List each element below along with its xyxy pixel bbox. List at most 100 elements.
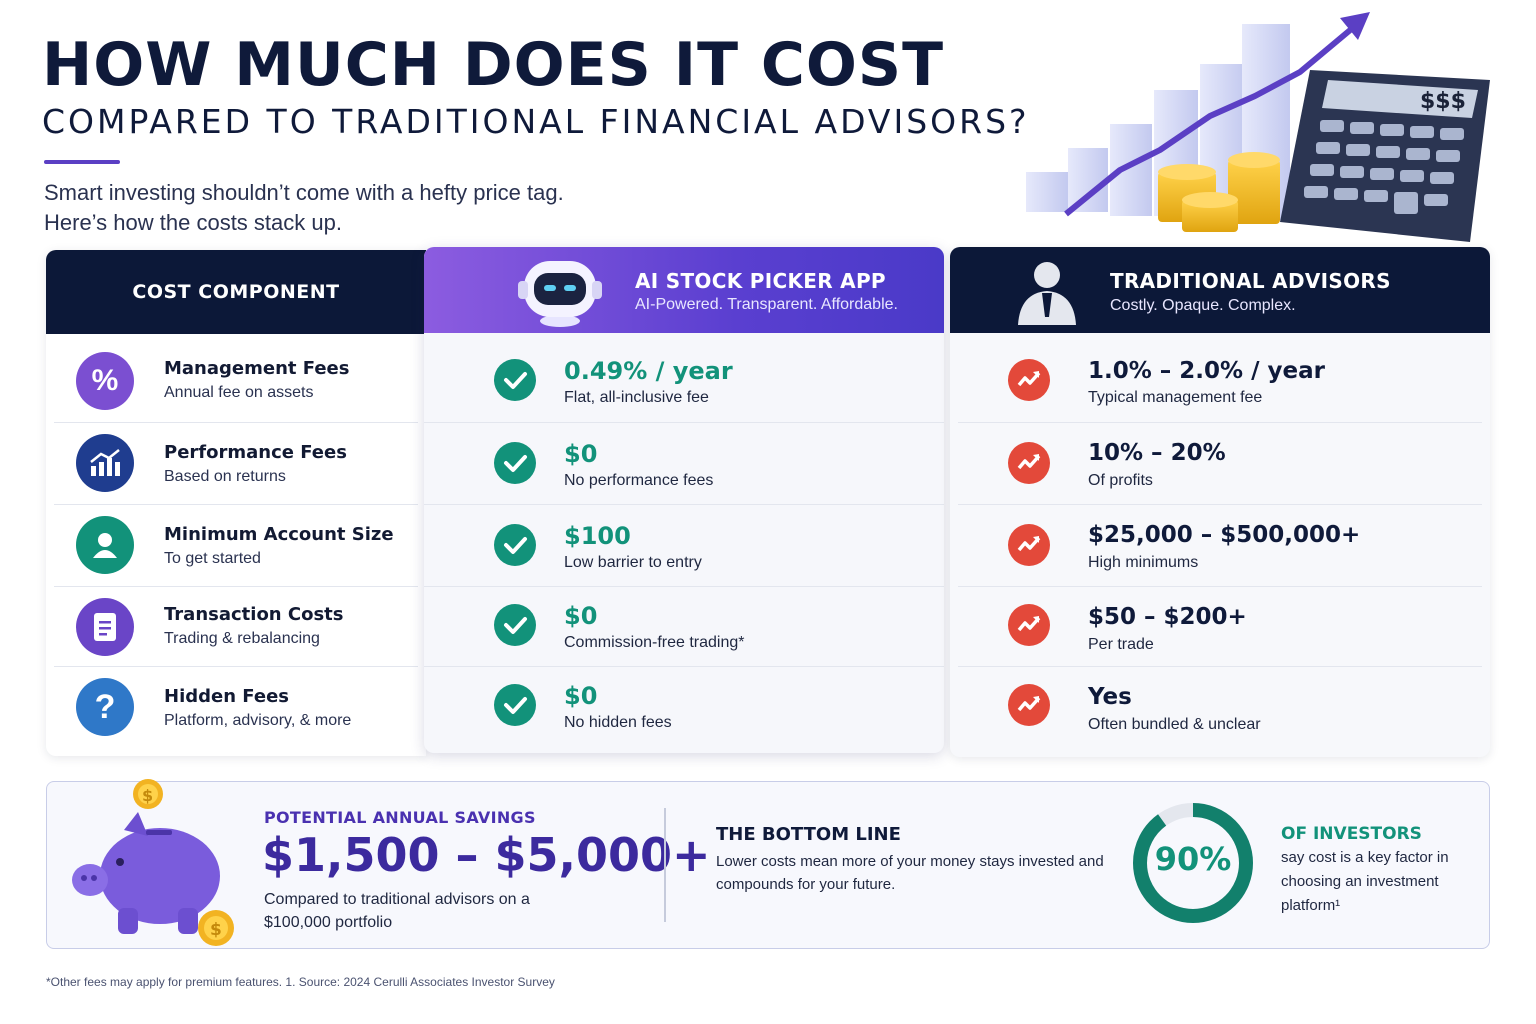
ai-app-column: AI STOCK PICKER APP AI-Powered. Transpar… bbox=[424, 247, 944, 753]
table-row: Yes Often bundled & unclear bbox=[950, 666, 1490, 757]
row-divider bbox=[54, 422, 418, 423]
trend-warning-icon bbox=[1008, 359, 1050, 401]
table-row: 0.49% / year Flat, all-inclusive fee bbox=[424, 333, 944, 421]
traditional-desc: Of profits bbox=[1088, 472, 1153, 489]
table-row: Transaction Costs Trading & rebalancing bbox=[46, 586, 426, 666]
traditional-desc: High minimums bbox=[1088, 554, 1199, 571]
footnote: *Other fees may apply for premium featur… bbox=[46, 975, 555, 989]
trend-warning-icon bbox=[1008, 604, 1050, 646]
table-row: $0 No performance fees bbox=[424, 422, 944, 504]
cost-component-column: COST COMPONENT % Management Fees Annual … bbox=[46, 250, 426, 756]
trend-arrow-line bbox=[1064, 23, 1357, 217]
table-row: Performance Fees Based on returns bbox=[46, 422, 426, 504]
ai-value: 0.49% / year bbox=[564, 357, 733, 385]
table-row: % Management Fees Annual fee on assets bbox=[46, 334, 426, 422]
row-divider bbox=[424, 422, 944, 423]
user-icon bbox=[76, 516, 134, 574]
traditional-value: $25,000 – $500,000+ bbox=[1088, 522, 1361, 548]
trend-warning-icon bbox=[1008, 524, 1050, 566]
row-divider bbox=[958, 586, 1482, 587]
bottom-line-text: Lower costs mean more of your money stay… bbox=[716, 853, 1104, 893]
component-desc: Platform, advisory, & more bbox=[164, 712, 352, 729]
checkmark-icon bbox=[494, 442, 536, 484]
checkmark-icon bbox=[494, 359, 536, 401]
svg-text:$: $ bbox=[210, 920, 222, 940]
component-name: Management Fees bbox=[164, 358, 350, 379]
ai-desc: Flat, all-inclusive fee bbox=[564, 389, 709, 406]
ai-value: $0 bbox=[564, 440, 598, 468]
component-desc: Annual fee on assets bbox=[164, 384, 314, 401]
table-row: $0 Commission-free trading* bbox=[424, 586, 944, 666]
bottom-line-title: THE BOTTOM LINE bbox=[716, 824, 901, 845]
traditional-advisors-header: TRADITIONAL ADVISORS Costly. Opaque. Com… bbox=[950, 247, 1490, 333]
calculator-icon: $$$ bbox=[1280, 70, 1490, 242]
traditional-value: 10% – 20% bbox=[1088, 440, 1226, 466]
trend-warning-icon bbox=[1008, 684, 1050, 726]
ai-value: $100 bbox=[564, 522, 631, 550]
document-icon bbox=[76, 598, 134, 656]
ai-desc: Low barrier to entry bbox=[564, 554, 702, 571]
cost-component-header: COST COMPONENT bbox=[46, 250, 426, 334]
investor-percent-donut bbox=[1133, 803, 1253, 923]
component-name: Transaction Costs bbox=[164, 604, 344, 625]
table-row: 10% – 20% Of profits bbox=[950, 422, 1490, 504]
savings-amount: $1,500 – $5,000+ bbox=[262, 828, 711, 882]
traditional-advisors-tagline: Costly. Opaque. Complex. bbox=[1110, 297, 1296, 314]
row-divider bbox=[424, 504, 944, 505]
question-icon: ? bbox=[76, 678, 134, 736]
checkmark-icon bbox=[494, 684, 536, 726]
component-name: Hidden Fees bbox=[164, 686, 289, 707]
chart-growth-icon bbox=[76, 434, 134, 492]
checkmark-icon bbox=[494, 524, 536, 566]
donut-arc bbox=[1133, 803, 1253, 923]
row-divider bbox=[54, 586, 418, 587]
intro-line-2: Here’s how the costs stack up. bbox=[44, 210, 342, 235]
row-divider bbox=[424, 666, 944, 667]
row-divider bbox=[958, 422, 1482, 423]
component-desc: Trading & rebalancing bbox=[164, 630, 320, 647]
table-row: 1.0% – 2.0% / year Typical management fe… bbox=[950, 333, 1490, 422]
ai-app-tagline: AI-Powered. Transparent. Affordable. bbox=[635, 296, 898, 313]
investor-stat-text: say cost is a key factor in choosing an … bbox=[1281, 849, 1449, 914]
table-row: $50 – $200+ Per trade bbox=[950, 586, 1490, 666]
investor-stat-title: OF INVESTORS bbox=[1281, 824, 1422, 844]
traditional-advisors-title: TRADITIONAL ADVISORS bbox=[1110, 269, 1391, 293]
intro-text: Smart investing shouldn’t come with a he… bbox=[44, 178, 564, 238]
robot-icon bbox=[518, 261, 602, 327]
component-name: Minimum Account Size bbox=[164, 524, 394, 545]
component-desc: To get started bbox=[164, 550, 261, 567]
traditional-value: 1.0% – 2.0% / year bbox=[1088, 358, 1325, 384]
component-name: Performance Fees bbox=[164, 442, 347, 463]
traditional-value: $50 – $200+ bbox=[1088, 604, 1247, 630]
page-title: HOW MUCH DOES IT COST bbox=[42, 30, 945, 100]
percent-icon: % bbox=[76, 352, 134, 410]
traditional-value: Yes bbox=[1088, 684, 1132, 710]
row-divider bbox=[958, 504, 1482, 505]
savings-note: Compared to traditional advisors on a $1… bbox=[264, 891, 530, 931]
trend-arrow-head bbox=[1340, 12, 1370, 40]
ai-desc: No hidden fees bbox=[564, 714, 672, 731]
piggy-bank-icon: $ $ bbox=[72, 779, 234, 946]
table-row: ? Hidden Fees Platform, advisory, & more bbox=[46, 666, 426, 756]
calculator-display: $$$ bbox=[1420, 89, 1466, 114]
page-subtitle: COMPARED TO TRADITIONAL FINANCIAL ADVISO… bbox=[42, 102, 1030, 141]
checkmark-icon bbox=[494, 604, 536, 646]
table-row: $0 No hidden fees bbox=[424, 666, 944, 753]
traditional-desc: Per trade bbox=[1088, 636, 1154, 653]
investor-percent: 90% bbox=[1154, 840, 1232, 878]
table-row: Minimum Account Size To get started bbox=[46, 504, 426, 586]
component-desc: Based on returns bbox=[164, 468, 286, 485]
ai-desc: No performance fees bbox=[564, 472, 714, 489]
svg-text:$: $ bbox=[142, 786, 153, 805]
advisor-person-icon bbox=[1018, 262, 1076, 325]
row-divider bbox=[958, 666, 1482, 667]
row-divider bbox=[54, 504, 418, 505]
coin-stacks bbox=[1158, 152, 1280, 232]
table-row: $100 Low barrier to entry bbox=[424, 504, 944, 586]
traditional-desc: Often bundled & unclear bbox=[1088, 716, 1261, 733]
traditional-advisors-column: TRADITIONAL ADVISORS Costly. Opaque. Com… bbox=[950, 247, 1490, 757]
intro-line-1: Smart investing shouldn’t come with a he… bbox=[44, 180, 564, 205]
ai-value: $0 bbox=[564, 682, 598, 710]
ai-desc: Commission-free trading* bbox=[564, 634, 745, 651]
ai-app-header: AI STOCK PICKER APP AI-Powered. Transpar… bbox=[424, 247, 944, 333]
